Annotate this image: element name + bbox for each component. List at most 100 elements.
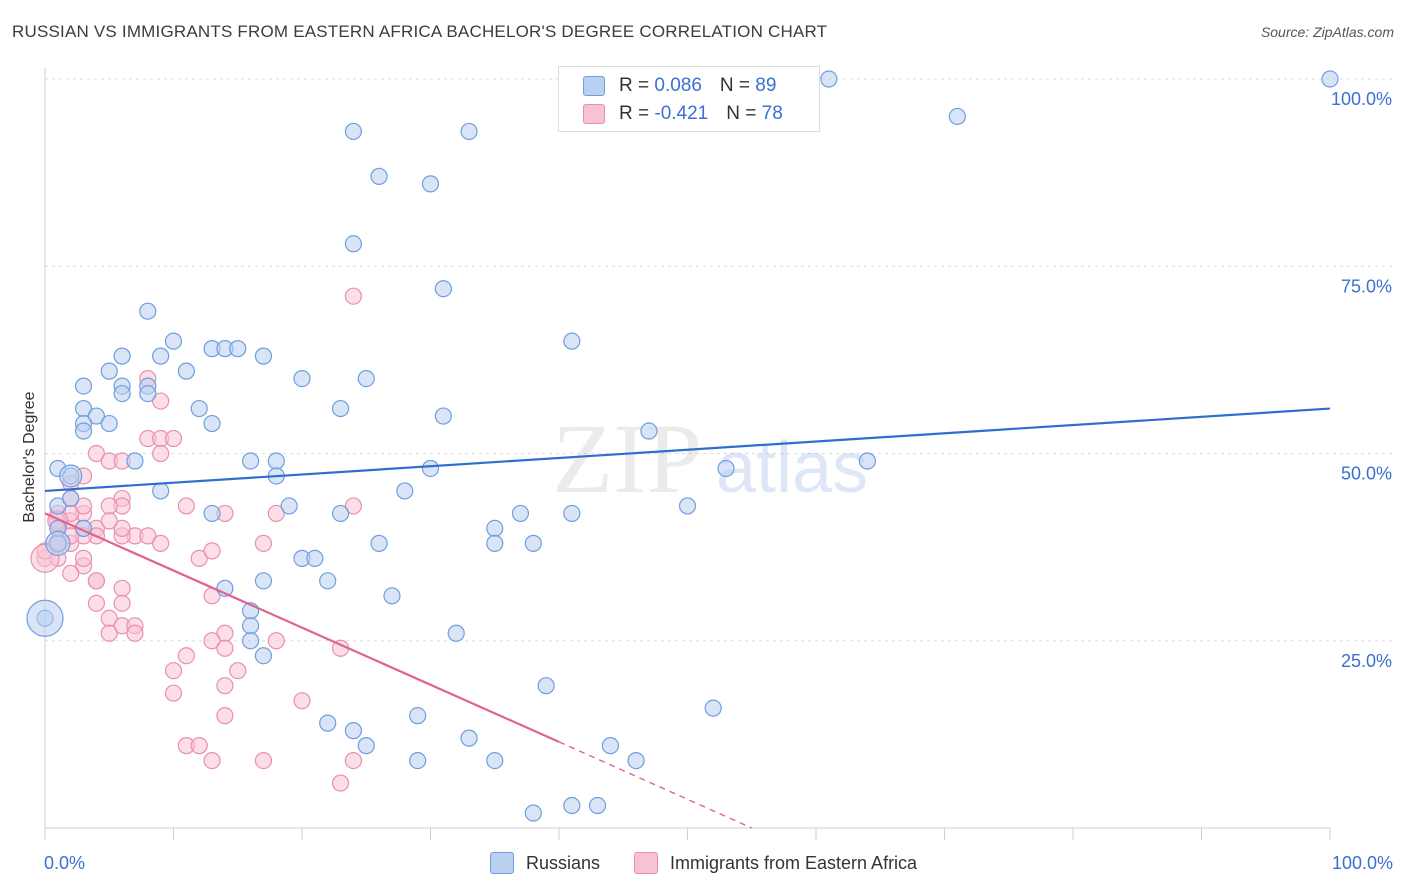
russians-point: [139, 384, 157, 403]
russians-point: [229, 340, 247, 358]
legend-row-eastern-africa: R = -0.421 N = 78: [583, 103, 783, 125]
russians-point: [563, 332, 581, 350]
eastern-africa-point: [152, 534, 170, 552]
eastern-africa-point: [87, 444, 106, 463]
eastern-africa-point: [267, 632, 285, 650]
russians-point: [409, 707, 427, 725]
legend-n-value: 89: [755, 75, 777, 96]
russians-point: [704, 699, 722, 717]
legend-swatch-eastern-africa: [634, 852, 658, 874]
russians-point: [396, 482, 414, 500]
legend-label-eastern-africa: Immigrants from Eastern Africa: [670, 852, 918, 873]
eastern-africa-point: [100, 624, 118, 642]
russians-point: [254, 347, 273, 365]
russians-point: [524, 804, 542, 822]
russians-point: [59, 464, 83, 488]
legend-label-russians: Russians: [526, 852, 601, 873]
eastern-africa-point: [126, 624, 144, 642]
russians-point: [486, 534, 504, 552]
trend-line-eastern-africa: [44, 512, 560, 743]
russians-point: [100, 362, 118, 380]
eastern-africa-point: [74, 549, 93, 567]
stats-legend: R = 0.086 N = 89 R = -0.421 N = 78: [558, 66, 820, 132]
y-axis-label: Bachelor's Degree: [21, 391, 38, 522]
russians-point: [152, 482, 170, 500]
russians-point: [717, 459, 735, 478]
russians-point: [357, 370, 375, 388]
eastern-africa-point: [87, 572, 106, 590]
russians-point: [370, 167, 388, 185]
russians-point: [280, 497, 298, 515]
russians-point: [447, 624, 465, 642]
russians-point: [434, 407, 452, 425]
russians-point: [820, 70, 838, 88]
russians-point: [460, 729, 478, 747]
russians-point: [357, 737, 375, 755]
eastern-africa-point: [267, 504, 285, 523]
russians-point: [460, 122, 478, 141]
series-eastern-africa: [30, 287, 362, 792]
russians-point: [563, 504, 581, 523]
eastern-africa-point: [177, 497, 195, 515]
legend-item-eastern-africa[interactable]: Immigrants from Eastern Africa: [634, 852, 917, 874]
russians-point: [74, 422, 93, 440]
eastern-africa-point: [216, 639, 234, 657]
axes: [44, 68, 1331, 840]
russians-point: [678, 497, 697, 515]
russians-point: [409, 751, 427, 770]
eastern-africa-point: [254, 751, 273, 770]
eastern-africa-point: [152, 444, 170, 463]
russians-point: [434, 280, 452, 298]
legend-r-value: -0.421: [654, 103, 709, 124]
eastern-africa-point: [152, 392, 170, 410]
russians-point: [421, 175, 440, 193]
y-tick-label: 100.0%: [1331, 89, 1392, 109]
russians-point: [293, 370, 311, 388]
russians-point: [948, 107, 966, 126]
russians-point: [627, 751, 645, 770]
trend-lines: [44, 407, 1331, 829]
legend-row-russians: R = 0.086 N = 89: [583, 75, 776, 97]
russians-point: [331, 504, 350, 523]
eastern-africa-point: [62, 564, 80, 582]
tick-labels: 25.0% 50.0% 75.0% 100.0% 0.0% 100.0%: [44, 89, 1393, 873]
legend-r-label: R =: [619, 103, 655, 124]
grid-lines: [45, 78, 1392, 642]
russians-point: [139, 302, 157, 320]
eastern-africa-point: [113, 519, 131, 538]
russians-point: [62, 489, 80, 508]
legend-item-russians[interactable]: Russians: [490, 852, 600, 874]
russians-point: [100, 414, 118, 433]
eastern-africa-point: [344, 751, 362, 770]
eastern-africa-point: [190, 737, 208, 755]
russians-point: [331, 399, 350, 418]
russians-point: [601, 737, 620, 755]
eastern-africa-point: [100, 512, 118, 530]
eastern-africa-point: [344, 497, 362, 515]
y-tick-label: 75.0%: [1341, 276, 1392, 296]
russians-point: [203, 414, 221, 433]
russians-point: [486, 519, 504, 538]
eastern-africa-point: [203, 751, 221, 770]
russians-point: [126, 452, 144, 470]
russians-point: [254, 647, 273, 665]
russians-point: [164, 332, 183, 350]
eastern-africa-point: [344, 287, 362, 305]
russians-point: [74, 377, 93, 395]
russians-point: [242, 632, 260, 650]
legend-n-label: N =: [719, 75, 756, 96]
watermark-atlas: atlas: [716, 428, 868, 508]
source-label: Source: ZipAtlas.com: [1260, 24, 1394, 40]
eastern-africa-point: [113, 579, 131, 597]
russians-point: [113, 384, 131, 403]
watermark-zip: ZIP: [552, 403, 702, 514]
russians-point: [26, 599, 64, 637]
eastern-africa-point: [203, 542, 221, 560]
x-tick-label-min: 0.0%: [44, 853, 85, 873]
eastern-africa-point: [229, 662, 247, 680]
russians-point: [563, 796, 581, 815]
legend-n-value: 78: [761, 103, 783, 124]
eastern-africa-point: [164, 684, 183, 702]
eastern-africa-point: [100, 497, 118, 515]
